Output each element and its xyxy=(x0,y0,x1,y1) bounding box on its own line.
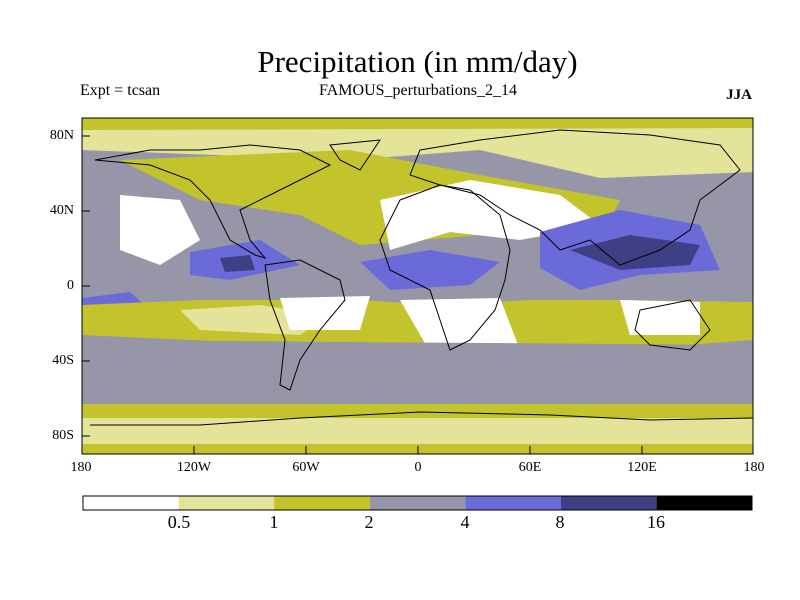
zone-central-america-core xyxy=(220,255,255,272)
greenland-coast xyxy=(329,139,382,171)
zone-australia xyxy=(620,300,700,335)
chart-title: Precipitation (in mm/day) xyxy=(257,44,578,79)
lon-tick-label: 120E xyxy=(627,460,657,475)
colorbar-swatch xyxy=(274,496,370,510)
zone-southern-ocean xyxy=(82,340,753,404)
season-label: JJA xyxy=(726,87,752,103)
australia-coast xyxy=(634,299,711,351)
colorbar-swatch xyxy=(465,496,561,510)
antarctica-coast xyxy=(90,411,754,426)
run-label: FAMOUS_perturbations_2_14 xyxy=(319,82,517,99)
colorbar-label: 16 xyxy=(647,512,665,532)
colorbar-swatch xyxy=(561,496,657,510)
band-antarctic-dry xyxy=(82,418,753,444)
colorbar-label: 0.5 xyxy=(167,512,191,532)
colorbar-swatch xyxy=(369,496,466,510)
south-america-coast xyxy=(264,259,346,391)
north-america-coast xyxy=(94,144,332,259)
lon-tick-label: 180 xyxy=(70,460,92,475)
coastlines xyxy=(90,129,754,426)
lat-tick-label: 40N xyxy=(49,203,74,218)
zone-monsoon-core xyxy=(570,235,700,270)
colorbar-swatch xyxy=(656,496,752,510)
zone-east-pacific-dry xyxy=(120,195,200,265)
zone-north-mid xyxy=(82,128,753,178)
colorbar xyxy=(82,495,753,511)
zone-southern-africa xyxy=(400,298,520,352)
lat-tick-label: 80S xyxy=(52,428,74,443)
colorbar-swatch xyxy=(178,496,275,510)
colorbar-label: 2 xyxy=(364,512,374,532)
lon-tick-label: 0 xyxy=(414,460,422,475)
colorbar-swatch xyxy=(83,496,179,510)
experiment-label: Expt = tcsan xyxy=(80,82,161,99)
zone-south-america-dry xyxy=(280,296,370,330)
lon-tick-label: 60W xyxy=(292,460,320,475)
lon-tick-label: 60E xyxy=(518,460,542,475)
lat-tick-label: 40S xyxy=(52,353,74,368)
lon-tick-label: 180 xyxy=(743,460,765,475)
precipitation-field xyxy=(82,118,753,454)
axis-ticks xyxy=(82,135,643,454)
eurasia-coast xyxy=(409,129,741,266)
lat-tick-label: 80N xyxy=(49,128,74,143)
colorbar-frame xyxy=(82,495,753,511)
zone-itcz-atlantic xyxy=(360,250,500,290)
colorbar-label: 4 xyxy=(460,512,470,532)
lon-tick-label: 120W xyxy=(176,460,212,475)
colorbar-label: 8 xyxy=(555,512,565,532)
lat-tick-label: 0 xyxy=(67,278,74,293)
colorbar-label: 1 xyxy=(269,512,279,532)
